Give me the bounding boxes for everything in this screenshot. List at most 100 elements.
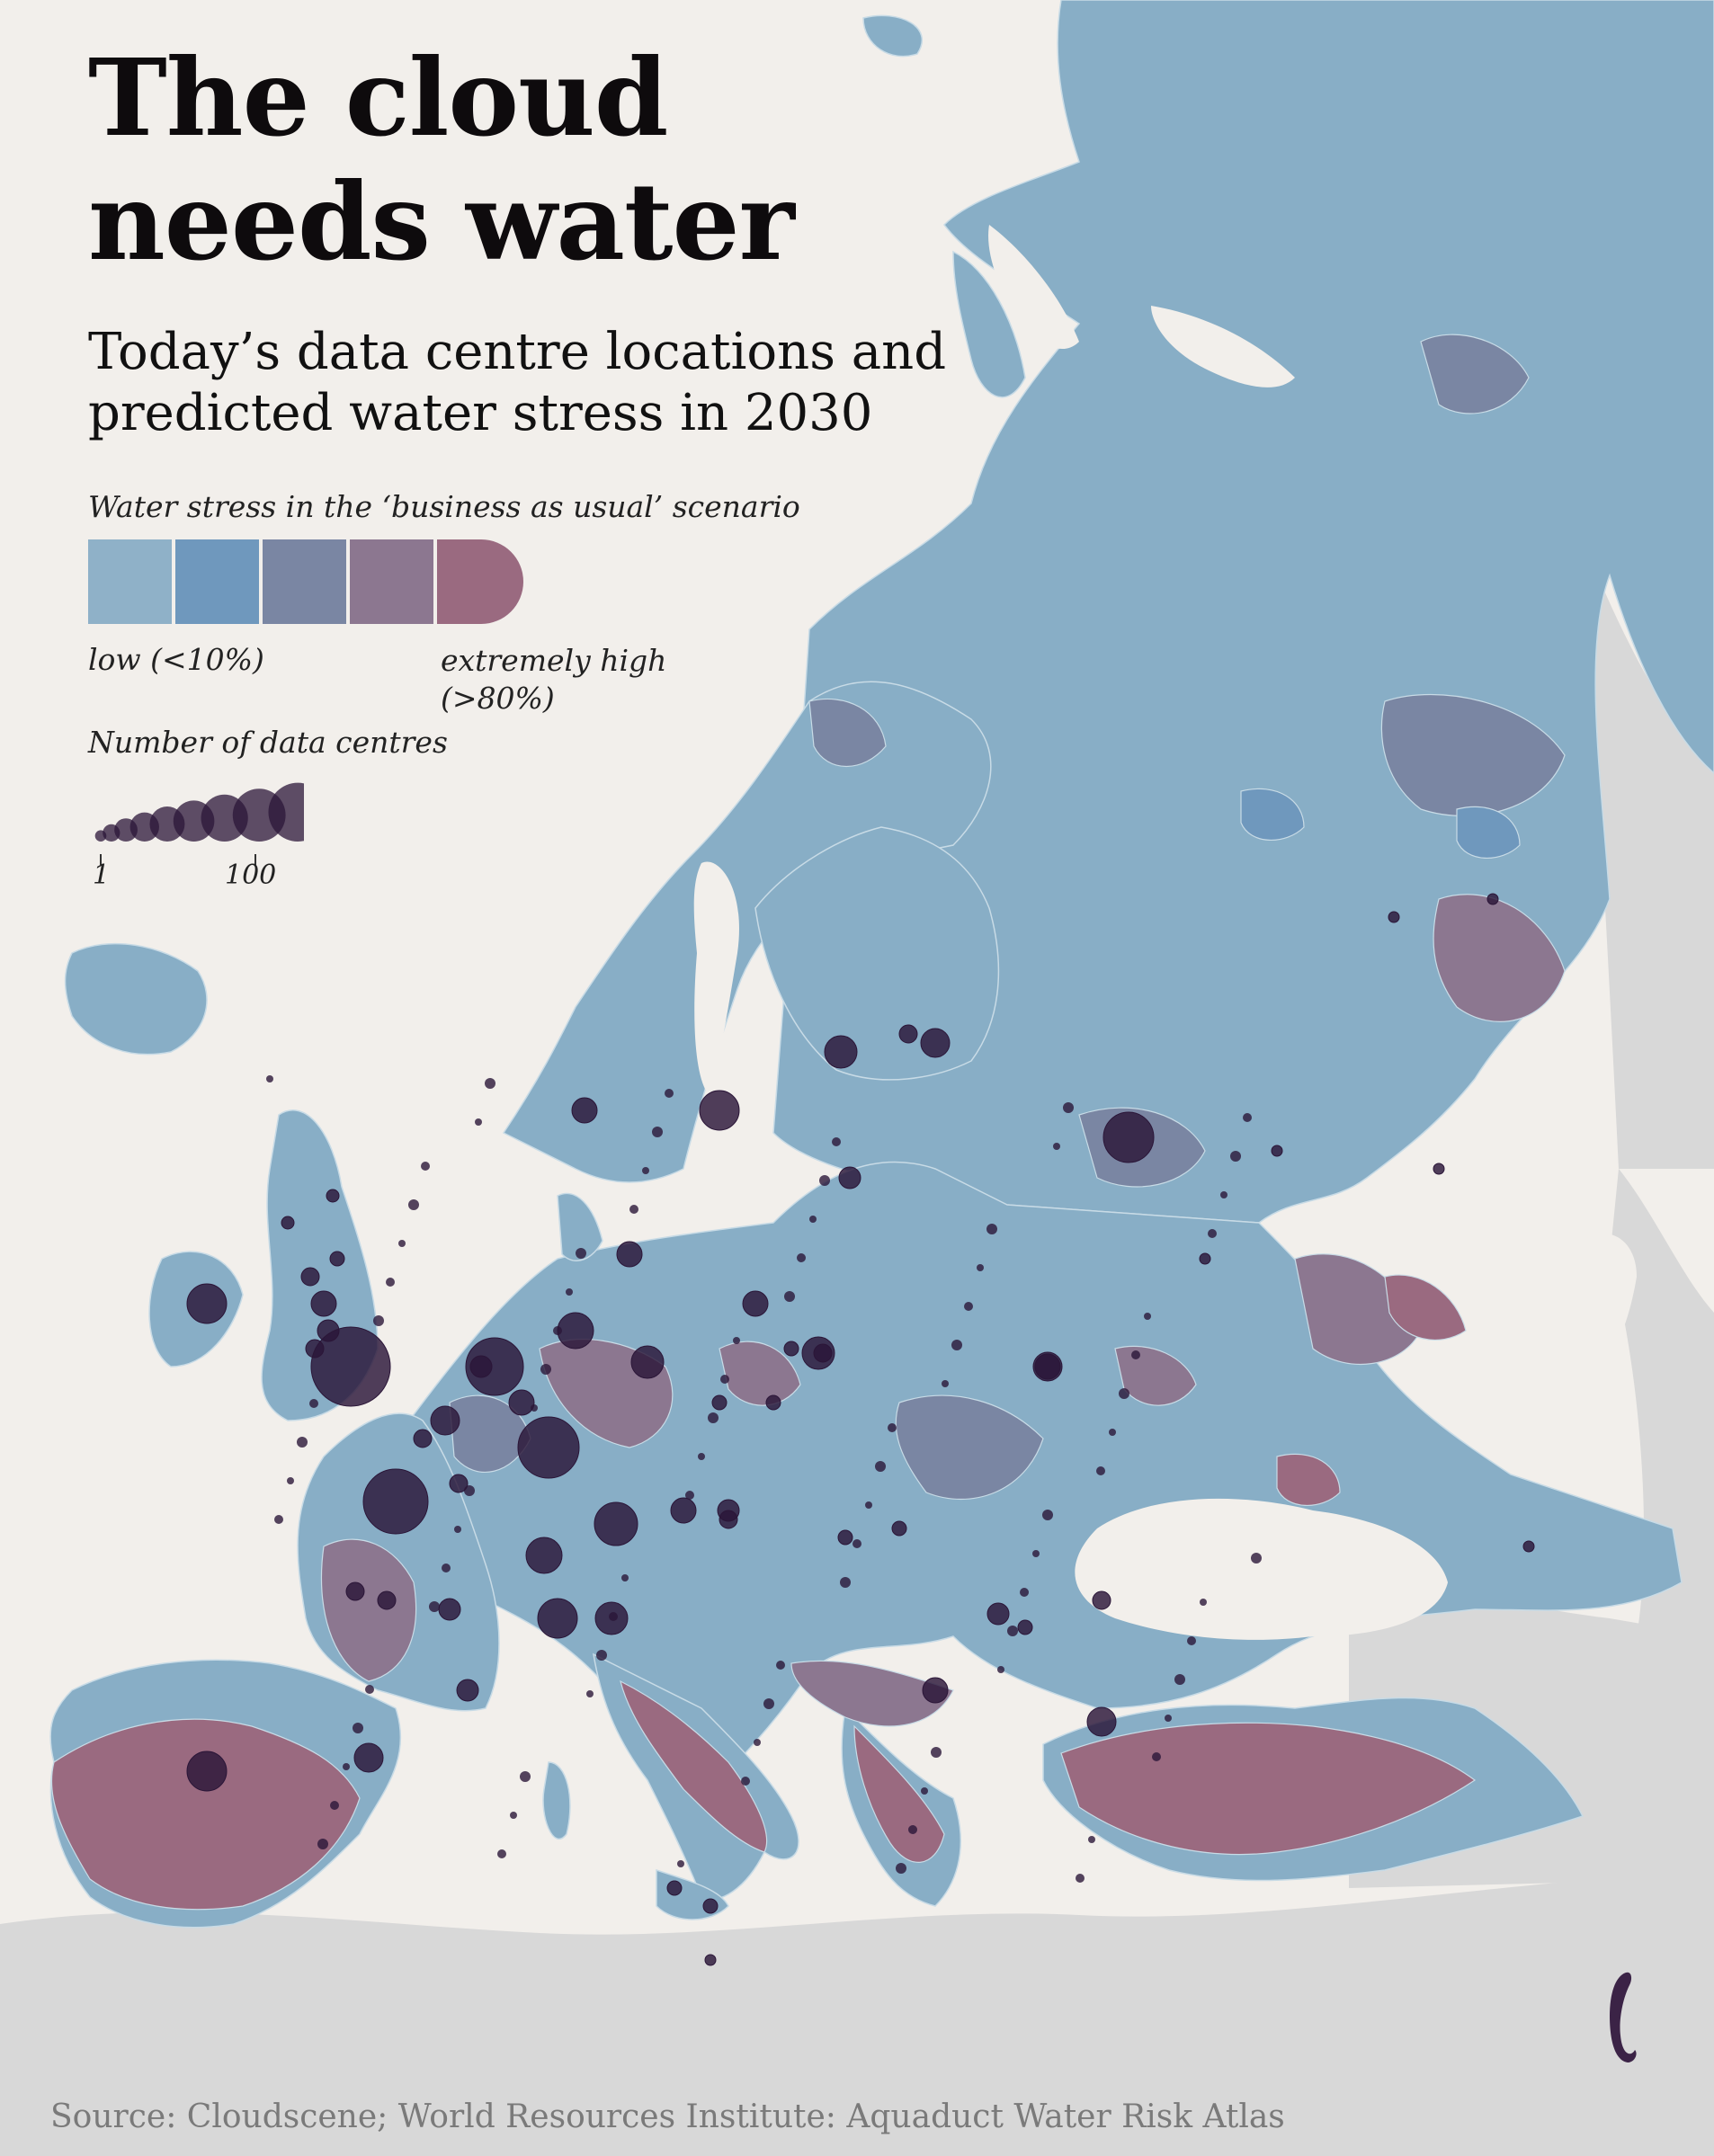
data-centre-bubble [708, 1412, 719, 1423]
data-centre-bubble [438, 1598, 461, 1621]
data-centre-bubble [1187, 1636, 1196, 1645]
data-centre-bubble [317, 1839, 328, 1849]
data-centre-bubble [1007, 1626, 1018, 1636]
publisher-logo-icon [1610, 1972, 1637, 2062]
data-centre-bubble [1522, 1540, 1535, 1553]
data-centre-bubble [373, 1315, 384, 1326]
data-centre-bubble [1032, 1550, 1040, 1557]
legend-bubble [268, 782, 304, 842]
data-centre-bubble [345, 1581, 365, 1601]
data-centre-bubble [1271, 1145, 1283, 1157]
data-centre-bubble [813, 1343, 833, 1363]
data-centre-bubble [1076, 1874, 1085, 1883]
data-centre-bubble [429, 1601, 440, 1612]
data-centre-bubble [326, 1189, 340, 1203]
data-centre-bubble [754, 1739, 761, 1746]
data-centre-bubble [517, 1416, 580, 1479]
data-centre-bubble [853, 1539, 861, 1548]
data-centre-bubble [1144, 1313, 1151, 1320]
data-centre-bubble [186, 1751, 228, 1792]
legend-swatch-4 [350, 539, 433, 624]
legend-swatch-5 [437, 539, 523, 624]
data-centre-bubble [1208, 1229, 1217, 1238]
data-centre-bubble [1220, 1191, 1227, 1198]
data-centre-bubble [665, 1089, 674, 1098]
data-centre-bubble [838, 1166, 861, 1189]
data-centre-bubble [586, 1690, 594, 1697]
data-centre-bubble [685, 1491, 694, 1500]
data-centre-bubble [413, 1429, 433, 1448]
data-centre-bubble [677, 1860, 684, 1867]
data-centre-bubble [630, 1345, 665, 1379]
data-centre-bubble [819, 1175, 830, 1186]
data-centre-bubble [832, 1137, 841, 1146]
data-centre-bubble [1131, 1350, 1140, 1359]
data-centre-bubble [698, 1453, 705, 1460]
data-centre-bubble [1042, 1510, 1053, 1520]
data-centre-bubble [837, 1529, 853, 1546]
data-centre-bubble [557, 1312, 594, 1350]
data-centre-bubble [310, 1326, 391, 1407]
data-centre-bubble [1251, 1553, 1262, 1564]
data-centre-bubble [824, 1035, 858, 1069]
data-centre-bubble [571, 1097, 598, 1124]
data-centre-bubble [330, 1801, 339, 1810]
data-centre-bubble [629, 1205, 638, 1214]
data-centre-bubble [1486, 893, 1499, 905]
data-centre-bubble [666, 1880, 683, 1896]
data-centre-bubble [931, 1747, 942, 1758]
data-centre-bubble [908, 1825, 917, 1834]
data-centre-bubble [281, 1216, 295, 1230]
data-centre-bubble [553, 1326, 562, 1335]
data-centre-bubble [1200, 1599, 1207, 1606]
data-centre-bubble [642, 1167, 649, 1174]
data-centre-bubble [266, 1075, 273, 1082]
data-centre-bubble [896, 1863, 906, 1874]
data-centre-bubble [964, 1302, 973, 1311]
data-centre-bubble [711, 1394, 728, 1411]
data-centre-bubble [449, 1474, 469, 1493]
data-centre-bubble [475, 1118, 482, 1126]
data-centre-bubble [865, 1501, 872, 1509]
data-centre-bubble [525, 1537, 563, 1574]
legend-stress-scale [88, 539, 523, 624]
data-centre-bubble [464, 1485, 475, 1496]
data-centre-bubble [465, 1337, 524, 1396]
data-centre-bubble [297, 1437, 308, 1448]
data-centre-bubble [508, 1389, 535, 1416]
legend-low-label: low (<10%) [88, 642, 264, 677]
data-centre-bubble [1020, 1588, 1029, 1597]
data-centre-bubble [309, 1399, 318, 1408]
data-centre-bubble [1199, 1252, 1211, 1265]
data-centre-bubble [353, 1742, 384, 1773]
data-centre-bubble [702, 1898, 719, 1914]
data-centre-bubble [310, 1290, 337, 1317]
data-centre-bubble [408, 1199, 419, 1210]
data-centre-bubble [398, 1240, 406, 1247]
data-centre-bubble [733, 1337, 740, 1344]
data-centre-bubble [300, 1267, 320, 1287]
data-centre-bubble [609, 1612, 618, 1621]
data-centre-bubble [652, 1127, 663, 1137]
data-centre-bubble [986, 1602, 1010, 1626]
data-centre-bubble [1102, 1111, 1155, 1163]
data-centre-bubble [719, 1510, 738, 1529]
data-centre-bubble [1243, 1113, 1252, 1122]
data-centre-bubble [986, 1224, 997, 1234]
data-centre-bubble [776, 1661, 785, 1670]
data-centre-bubble [840, 1577, 851, 1588]
legend-min-label: 1 [93, 860, 111, 891]
data-centre-bubble [430, 1405, 460, 1436]
data-centre-bubble [343, 1763, 350, 1770]
data-centre-bubble [765, 1394, 781, 1411]
data-centre-bubble [921, 1787, 928, 1795]
data-centre-bubble [875, 1461, 886, 1472]
data-centre-bubble [920, 1028, 951, 1058]
data-centre-bubble [1119, 1388, 1129, 1399]
data-centre-bubble [1017, 1619, 1033, 1635]
data-centre-bubble [485, 1078, 495, 1089]
data-centre-bubble [783, 1341, 799, 1357]
legend-swatch-2 [175, 539, 259, 624]
data-centre-bubble [616, 1241, 643, 1268]
